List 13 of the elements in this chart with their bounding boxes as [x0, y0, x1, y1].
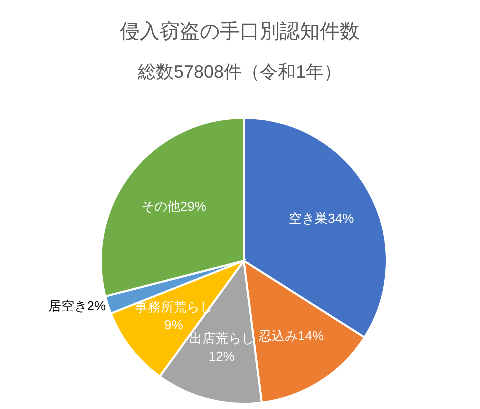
data-label: 12%: [208, 348, 236, 364]
slice-label: その他: [141, 199, 180, 214]
data-label: 34%: [328, 210, 354, 226]
chart-subtitle: 総数57808件（令和1年）: [136, 61, 344, 84]
data-label: 9%: [164, 317, 184, 332]
data-label: 2%: [87, 298, 106, 314]
data-label: 14%: [298, 328, 324, 344]
data-label: 29%: [180, 199, 206, 214]
slice-label: 出店荒らし: [189, 330, 254, 346]
chart-title: 侵入窃盗の手口別認知件数: [119, 20, 361, 45]
slice-label: 忍込み: [258, 328, 298, 344]
slice-label: 居空き: [48, 298, 88, 314]
slice-label: 空き巣: [289, 210, 328, 226]
